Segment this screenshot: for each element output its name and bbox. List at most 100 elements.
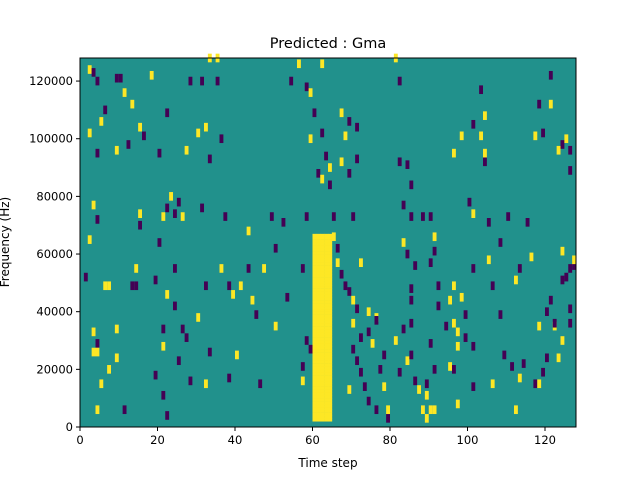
heatmap-cell (452, 281, 456, 291)
heatmap-cell (324, 366, 329, 370)
heatmap-cell (324, 305, 329, 310)
heatmap-cell (262, 264, 267, 273)
heatmap-cell (324, 233, 329, 238)
heatmap-cell (312, 288, 317, 292)
heatmap-cell (312, 233, 317, 238)
heatmap-cell (142, 131, 146, 141)
heatmap-cell (312, 236, 317, 240)
heatmap-cell (316, 386, 321, 390)
heatmap-cell (312, 251, 317, 255)
heatmap-cell (103, 105, 108, 115)
heatmap-cell (324, 285, 329, 289)
heatmap-cell (114, 73, 119, 83)
heatmap-cell (401, 200, 406, 210)
heatmap-cell (316, 256, 321, 261)
heatmap-cell (312, 415, 317, 419)
heatmap-cell (316, 285, 321, 289)
heatmap-cell (533, 131, 538, 141)
heatmap-cell (207, 347, 212, 357)
heatmap-cell (436, 301, 441, 311)
heatmap-cell (533, 379, 538, 389)
heatmap-cell (312, 375, 317, 379)
heatmap-cell (138, 209, 143, 218)
heatmap-cell (320, 418, 325, 422)
x-axis-label: Time step (297, 456, 357, 470)
heatmap-cell (312, 392, 317, 396)
heatmap-cell (355, 304, 360, 314)
heatmap-cell (130, 281, 135, 291)
heatmap-cell (312, 277, 317, 281)
heatmap-cell (114, 353, 119, 363)
heatmap-cell (417, 385, 422, 394)
heatmap-cell (320, 363, 325, 367)
heatmap-cell (324, 377, 329, 382)
heatmap-cell (328, 274, 333, 278)
heatmap-cell (316, 389, 321, 393)
heatmap-cell (320, 245, 325, 249)
heatmap-cell (312, 366, 317, 370)
heatmap-cell (328, 409, 333, 413)
heatmap-cell (300, 362, 305, 371)
heatmap-cell (483, 111, 487, 120)
heatmap-cell (401, 238, 406, 247)
heatmap-cell (91, 347, 96, 357)
heatmap-cell (359, 333, 363, 342)
heatmap-cell (161, 390, 166, 400)
heatmap-cell (328, 337, 333, 341)
heatmap-cell (316, 323, 321, 327)
heatmap-cell (328, 354, 333, 359)
heatmap-cell (215, 76, 220, 86)
heatmap-cell (312, 248, 317, 252)
x-tick-label: 0 (76, 433, 83, 447)
heatmap-cell (320, 285, 325, 289)
heatmap-cell (316, 331, 321, 336)
heatmap-cell (95, 347, 100, 357)
heatmap-cell (312, 372, 317, 376)
heatmap-cell (545, 353, 549, 363)
heatmap-cell (351, 295, 356, 305)
heatmap-cell (374, 316, 379, 325)
heatmap-cell (316, 328, 321, 333)
heatmap-cell (312, 259, 317, 263)
heatmap-cell (324, 352, 329, 356)
heatmap-cell (424, 390, 429, 400)
heatmap-cell (328, 406, 333, 410)
heatmap-cell (312, 328, 317, 333)
heatmap-cell (409, 350, 414, 360)
x-tick-label: 40 (228, 433, 243, 447)
heatmap-cell (316, 412, 321, 416)
heatmap-cell (405, 249, 410, 259)
heatmap-cell (312, 282, 317, 287)
heatmap-cell (324, 268, 329, 272)
heatmap-cell (483, 148, 487, 158)
heatmap-cell (320, 323, 325, 327)
heatmap-cell (316, 369, 321, 373)
y-tick-label: 80000 (36, 189, 73, 203)
heatmap-cell (328, 254, 333, 258)
heatmap-cell (316, 334, 321, 338)
heatmap-cell (328, 180, 332, 190)
heatmap-cell (320, 360, 325, 364)
heatmap-cell (328, 383, 333, 387)
heatmap-cell (328, 372, 333, 376)
heatmap-cell (413, 376, 418, 386)
heatmap-cell (153, 370, 158, 380)
heatmap-cell (188, 376, 193, 386)
heatmap-cell (541, 367, 546, 377)
heatmap-cell (173, 301, 177, 311)
heatmap-cell (560, 336, 565, 345)
heatmap-cell (328, 363, 333, 367)
heatmap-cell (312, 380, 317, 385)
heatmap-cell (486, 255, 491, 265)
heatmap-cell (316, 395, 321, 399)
heatmap-cell (328, 377, 333, 382)
heatmap-cell (572, 261, 577, 270)
heatmap-cell (320, 383, 325, 387)
heatmap-cell (328, 369, 333, 373)
heatmap-cell (134, 281, 139, 291)
heatmap-cell (316, 314, 321, 318)
heatmap-cell (324, 340, 329, 344)
heatmap-cell (320, 380, 325, 385)
heatmap-cell (328, 357, 333, 361)
heatmap-cell (328, 288, 333, 292)
